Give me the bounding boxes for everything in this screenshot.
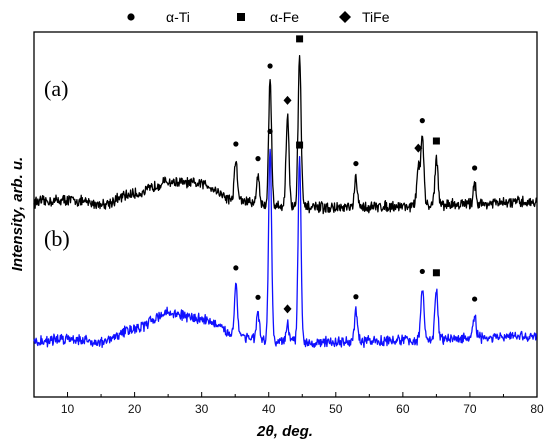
panel-label-b: (b) [44,226,70,251]
peak-marker-a-7 [419,118,425,124]
x-tick-label-40: 40 [262,402,276,416]
legend-marker-alpha-fe [237,13,245,21]
peak-marker-b-5 [353,294,359,300]
peak-marker-a-4 [296,35,304,43]
legend-marker-alpha-ti [127,13,135,21]
peak-marker-b-4 [296,141,304,149]
phase-markers [233,35,478,314]
x-tick-label-20: 20 [128,402,142,416]
panel-label-a: (a) [44,76,68,101]
peak-marker-b-0 [233,265,239,271]
x-tick-label-60: 60 [396,402,410,416]
peak-marker-a-8 [432,137,440,145]
peak-marker-b-8 [472,296,478,302]
legend: α-Ti α-Fe TiFe [127,9,390,25]
peak-marker-a-5 [353,160,359,167]
legend-label-alpha-ti: α-Ti [166,9,190,25]
peak-marker-b-7 [432,269,440,277]
series-line-a [33,55,538,215]
peak-marker-b-6 [419,268,425,275]
peak-marker-b-2 [267,128,273,134]
plot-frame [33,31,538,398]
x-tick-label-80: 80 [530,402,544,416]
x-tick-label-30: 30 [195,402,209,416]
peak-marker-a-3 [283,95,292,105]
peak-marker-a-1 [255,156,261,162]
peak-marker-a-0 [233,141,239,147]
series-line-b [33,148,537,349]
x-tick-label-70: 70 [463,402,477,416]
peak-marker-b-1 [255,294,261,300]
x-tick-label-10: 10 [61,402,75,416]
legend-label-alpha-fe: α-Fe [270,9,299,25]
x-axis-title: 2θ, deg. [256,423,313,440]
x-axis-ticks: 10 20 30 40 50 60 70 80 [33,392,544,416]
y-axis-title: Intensity, arb. u. [9,157,26,271]
x-tick-label-50: 50 [329,402,343,416]
legend-label-tife: TiFe [362,9,390,25]
peak-marker-b-3 [283,304,292,314]
legend-marker-tife [339,11,351,23]
peak-marker-a-2 [267,63,273,69]
peak-marker-a-6 [414,143,423,153]
peak-marker-a-9 [472,165,478,171]
